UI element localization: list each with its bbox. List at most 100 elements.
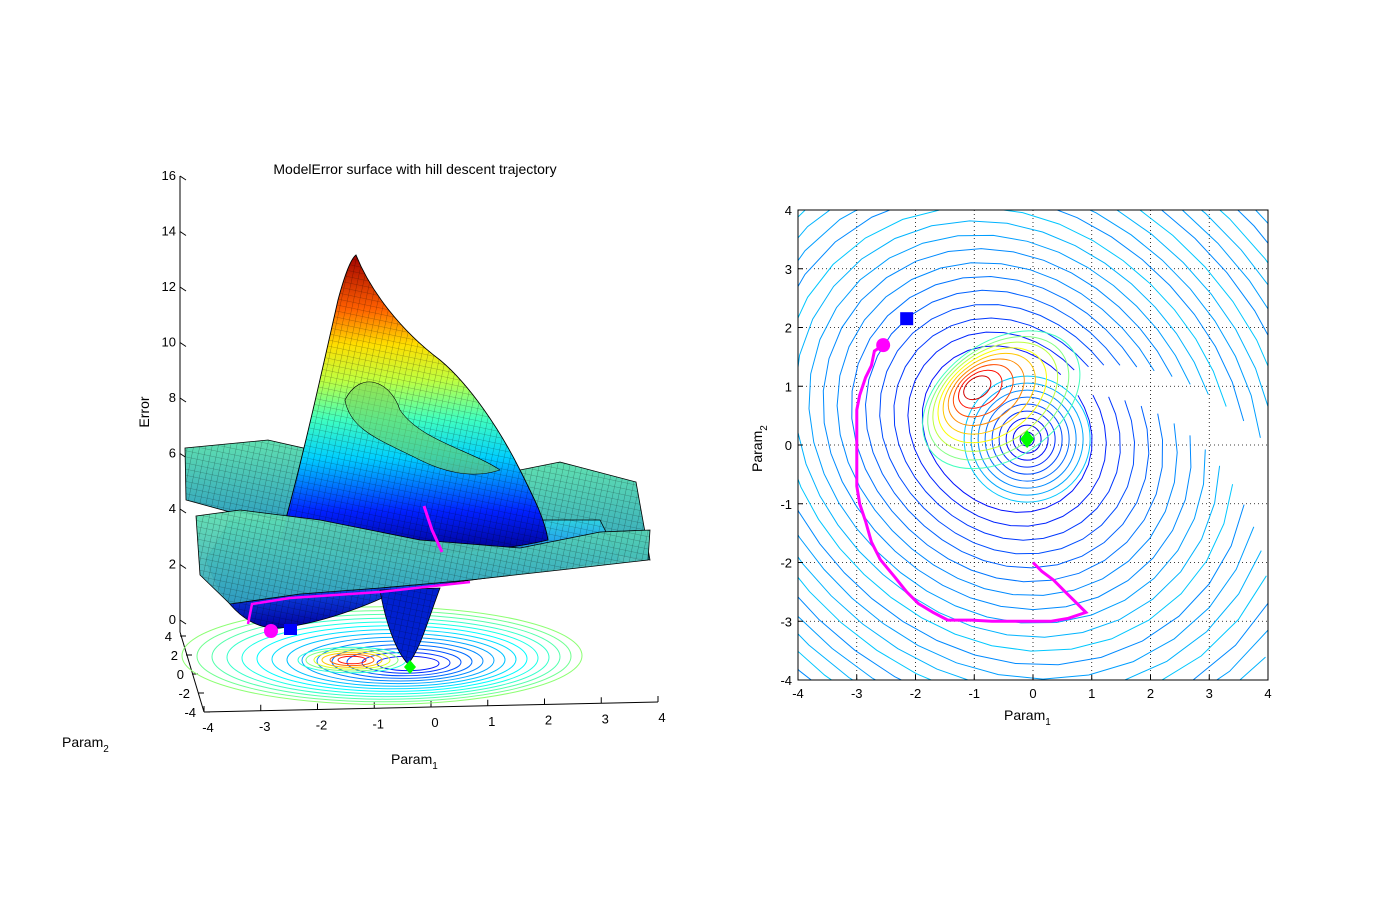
surface-end-marker bbox=[284, 624, 297, 635]
x-tick-label: 3 bbox=[602, 711, 609, 726]
surface-trajectory bbox=[246, 580, 471, 625]
y-tick-label: 3 bbox=[785, 262, 792, 277]
contour-x-label: Param1 bbox=[1004, 707, 1051, 728]
contour-y-label: Param2 bbox=[749, 425, 770, 472]
contour-ring bbox=[798, 210, 1245, 666]
z-tick bbox=[179, 342, 187, 347]
x-tick-label: -3 bbox=[259, 719, 271, 734]
contour-ring bbox=[798, 210, 1268, 680]
z-tick bbox=[179, 286, 187, 292]
contour-ring bbox=[798, 210, 1234, 652]
x-tick-label: -1 bbox=[372, 716, 384, 731]
x-tick-label: 0 bbox=[431, 715, 438, 730]
x-tick-label: -3 bbox=[851, 686, 863, 701]
floor-contours bbox=[181, 606, 583, 705]
surface-x-label: Param1 bbox=[391, 751, 438, 772]
x-tick-label: 0 bbox=[1029, 686, 1036, 701]
z-tick-label: 2 bbox=[169, 557, 176, 572]
floor-contour-peak bbox=[313, 650, 391, 670]
contour-x-ticks: -4 -3 -2 -1 0 1 2 3 4 bbox=[792, 675, 1272, 701]
contour-ring bbox=[851, 275, 1164, 583]
x-tick-label: 4 bbox=[658, 710, 665, 725]
minimum-marker bbox=[1020, 430, 1035, 449]
end-marker bbox=[900, 312, 914, 326]
start-marker bbox=[876, 338, 891, 353]
contour-ring bbox=[798, 210, 1268, 680]
contour-ring bbox=[864, 289, 1150, 569]
contour-ring bbox=[798, 210, 1268, 680]
surface-trajectory-end bbox=[422, 505, 444, 553]
contour-min-ring bbox=[998, 410, 1056, 468]
y-tick-label: 2 bbox=[785, 321, 792, 336]
surface-title: ModelError surface with hill descent tra… bbox=[273, 161, 556, 177]
y-axis-line bbox=[179, 631, 205, 713]
contour-y-ticks: -4 -3 -2 -1 0 1 2 3 4 bbox=[780, 203, 803, 688]
trajectory-line bbox=[855, 343, 1089, 623]
contour-peak-ring bbox=[963, 375, 992, 401]
contour-min-ring bbox=[984, 396, 1070, 482]
floor-contour bbox=[181, 606, 583, 705]
contour-peak-ring bbox=[942, 352, 1036, 435]
contour-ring bbox=[798, 220, 1221, 638]
y-ticks: -4 -2 0 2 4 bbox=[165, 629, 210, 720]
floor-contour-peak bbox=[337, 655, 367, 665]
x-tick-label: -2 bbox=[316, 718, 328, 733]
floor-contour-peak bbox=[329, 653, 375, 667]
contour-peak-ring bbox=[947, 358, 1025, 427]
y-tick-label: 0 bbox=[785, 438, 792, 453]
z-tick-label: 12 bbox=[162, 279, 176, 294]
contour-ring bbox=[879, 304, 1136, 555]
z-tick-label: 16 bbox=[162, 168, 176, 183]
floor-contour-peak bbox=[305, 648, 399, 672]
y-tick-label: -4 bbox=[184, 705, 196, 720]
x-tick-label: 2 bbox=[545, 713, 552, 728]
floor-contour-peak bbox=[321, 652, 383, 668]
contour-ring bbox=[921, 345, 1093, 513]
y-tick-label: -2 bbox=[780, 556, 792, 571]
contour-plot: -4 -3 -2 -1 0 1 2 3 4 -4 -3 -2 -1 0 1 2 3 4 Param1 Param… bbox=[749, 203, 1272, 728]
z-tick bbox=[179, 231, 187, 236]
x-tick-label: -4 bbox=[202, 720, 214, 735]
z-tick-label: 8 bbox=[169, 390, 176, 405]
contour-ring bbox=[893, 317, 1121, 541]
contour-min-ring bbox=[963, 375, 1091, 503]
x-tick-label: 3 bbox=[1206, 686, 1213, 701]
z-tick-label: 6 bbox=[169, 446, 176, 461]
contour-ring bbox=[822, 248, 1192, 611]
surface-minimum-marker bbox=[404, 660, 416, 674]
contour-peak-ring bbox=[937, 347, 1047, 444]
x-tick-label: 4 bbox=[1264, 686, 1271, 701]
contour-lines bbox=[798, 210, 1268, 680]
y-tick-label: 1 bbox=[785, 379, 792, 394]
contour-peak-ring bbox=[958, 369, 1003, 409]
contour-peak-ring bbox=[922, 330, 1081, 470]
contour-ring bbox=[798, 210, 1268, 680]
z-tick-label: 10 bbox=[162, 335, 176, 350]
z-tick-label: 14 bbox=[162, 224, 176, 239]
contour-peak-ring bbox=[932, 341, 1059, 452]
contour-min-ring bbox=[1012, 424, 1042, 454]
z-tick bbox=[179, 397, 187, 403]
z-tick-label: 4 bbox=[169, 501, 176, 516]
z-tick bbox=[179, 564, 187, 569]
mesh-overlay bbox=[380, 588, 440, 664]
z-axis-label: Error bbox=[136, 396, 152, 427]
surface-y-label: Param2 bbox=[62, 734, 109, 755]
surface-plot: ModelError surface with hill descent tra… bbox=[62, 161, 666, 772]
y-tick-label: -2 bbox=[178, 686, 190, 701]
x-tick-label: 2 bbox=[1147, 686, 1154, 701]
z-ticks: 0 2 4 6 8 10 12 14 16 bbox=[162, 168, 187, 627]
y-tick-label: 2 bbox=[171, 648, 178, 663]
x-tick-label: -1 bbox=[968, 686, 980, 701]
y-tick-label: 0 bbox=[177, 667, 184, 682]
z-tick bbox=[179, 619, 187, 625]
contour-min-ring bbox=[970, 382, 1084, 496]
contour-ring bbox=[836, 262, 1178, 596]
y-tick-label: -4 bbox=[780, 673, 792, 688]
floor-contour bbox=[196, 610, 572, 703]
contour-min-ring bbox=[977, 389, 1077, 489]
x-tick-label: -4 bbox=[792, 686, 804, 701]
y-tick-label: -1 bbox=[780, 497, 792, 512]
x-tick-label: 1 bbox=[1088, 686, 1095, 701]
